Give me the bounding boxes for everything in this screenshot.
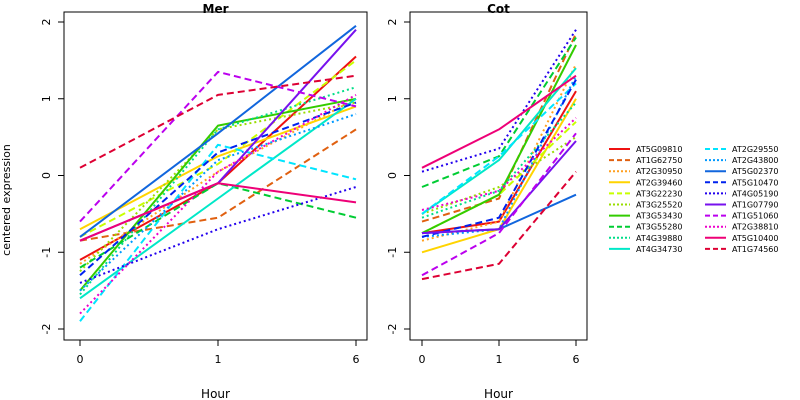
series-line-at1g51060 [79,70,357,223]
y-tick-label: 2 [386,19,399,26]
panel-mer: Mer -2 -1 0 1 2 0 1 6 Hour [40,2,368,400]
series-line-at1g07790 [79,29,357,242]
series-line-at5g10470 [79,101,357,277]
legend-label: AT1G07790 [732,201,778,210]
series-line-at2g29550 [79,143,357,322]
legend-label: AT3G55280 [636,223,682,232]
series-line-at3g53430 [421,44,577,234]
x-tick-label: 6 [573,353,580,366]
series-line-at3g55280 [421,36,577,188]
legend-label: AT2G29550 [732,145,778,154]
legend-label: AT4G34730 [636,245,682,254]
legend-label: AT5G02370 [732,167,778,176]
y-tick-label: 1 [40,95,53,102]
y-tick-label: 2 [40,19,53,26]
legend-label: AT5G09810 [636,145,682,154]
chart-title: Mer [203,2,229,16]
x-tick-label: 1 [496,353,503,366]
panel-cot: Cot -2 -1 0 1 2 0 1 6 Hour [386,2,588,400]
series-line-at5g10400 [79,182,357,242]
series-line-at4g05190 [421,29,577,173]
y-tick-label: 0 [386,172,399,179]
series-line-at4g39880 [421,101,577,219]
series-line-at2g39460 [79,105,357,231]
chart-title: Cot [487,2,510,16]
legend-label: AT1G62750 [636,156,682,165]
y-tick-label: 1 [386,95,399,102]
series-line-at1g51060 [421,132,577,277]
y-tick-label: -2 [386,324,399,335]
series-line-at2g43800 [79,113,357,292]
legend-label: AT1G51060 [732,212,778,221]
legend-label: AT2G39460 [636,178,682,187]
y-tick-label: -2 [40,324,53,335]
legend: AT5G09810 AT1G62750 AT2G30950 AT2G39460 AT3G… [609,145,778,254]
x-tick-label: 1 [215,353,222,366]
legend-label: AT5G10400 [732,234,778,243]
y-tick-label: 0 [40,172,53,179]
legend-label: AT2G43800 [732,156,778,165]
legend-label: AT2G30950 [636,167,682,176]
plot-frame [63,11,368,341]
legend-label: AT2G38810 [732,223,778,232]
legend-label: AT5G10470 [732,178,778,187]
series-line-at1g74560 [421,171,577,281]
series-line-at5g09810 [79,55,357,261]
series-line-at2g29550 [421,82,577,215]
series-line-at2g30950 [79,97,357,265]
legend-label: AT3G53430 [636,212,682,221]
series-line-at3g25520 [79,101,357,273]
series-line-at5g09810 [421,90,577,235]
series-line-at3g22230 [79,59,357,238]
series-line-at5g02370 [79,25,357,238]
series-line-at3g25520 [421,136,577,215]
series-line-at3g55280 [79,182,357,269]
legend-label: AT4G05190 [732,189,778,198]
x-axis-label: Hour [201,387,230,400]
x-tick-label: 6 [353,353,360,366]
series-line-at1g62750 [421,33,577,223]
series-line-at2g38810 [421,117,577,211]
x-tick-label: 0 [77,353,84,366]
series-line-at5g10400 [421,74,577,169]
series-line-at4g34730 [421,67,577,215]
plot-frame [409,11,588,341]
y-tick-label: -1 [386,247,399,258]
series-line-at2g43800 [421,75,577,238]
legend-label: AT4G39880 [636,234,682,243]
legend-label: AT3G25520 [636,201,682,210]
y-tick-label: -1 [40,247,53,258]
y-axis-label: centered expression [0,144,13,256]
x-tick-label: 0 [419,353,426,366]
series-line-at5g10470 [421,79,577,238]
x-axis-label: Hour [484,387,513,400]
series-line-at2g38810 [79,94,357,315]
legend-label: AT1G74560 [732,245,778,254]
series-line-at4g39880 [79,86,357,296]
series-line-at1g07790 [421,140,577,235]
series-line-at1g74560 [79,74,357,169]
legend-label: AT3G22230 [636,189,682,198]
